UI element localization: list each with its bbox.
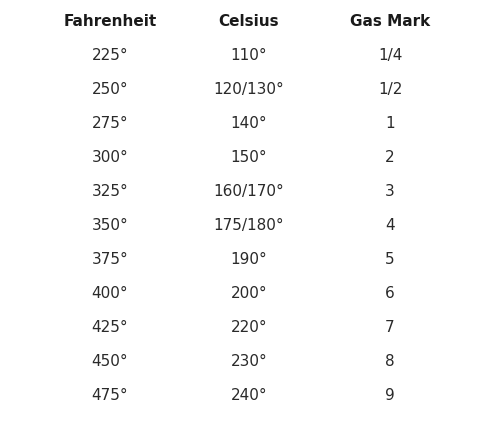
Text: 275°: 275° (92, 116, 128, 131)
Text: Gas Mark: Gas Mark (350, 14, 430, 29)
Text: 1: 1 (385, 116, 395, 131)
Text: 450°: 450° (92, 354, 128, 369)
Text: 1/2: 1/2 (378, 82, 402, 97)
Text: 1/4: 1/4 (378, 48, 402, 63)
Text: 400°: 400° (92, 286, 128, 301)
Text: 120/130°: 120/130° (214, 82, 284, 97)
Text: 3: 3 (385, 184, 395, 199)
Text: 240°: 240° (231, 388, 267, 403)
Text: 425°: 425° (92, 320, 128, 335)
Text: 325°: 325° (92, 184, 128, 199)
Text: 8: 8 (385, 354, 395, 369)
Text: 4: 4 (385, 218, 395, 233)
Text: 160/170°: 160/170° (214, 184, 284, 199)
Text: 225°: 225° (92, 48, 128, 63)
Text: 230°: 230° (231, 354, 267, 369)
Text: 300°: 300° (92, 150, 128, 165)
Text: 150°: 150° (231, 150, 267, 165)
Text: 140°: 140° (231, 116, 267, 131)
Text: Celsius: Celsius (219, 14, 279, 29)
Text: 9: 9 (385, 388, 395, 403)
Text: 6: 6 (385, 286, 395, 301)
Text: 250°: 250° (92, 82, 128, 97)
Text: 5: 5 (385, 252, 395, 267)
Text: 175/180°: 175/180° (214, 218, 284, 233)
Text: 375°: 375° (92, 252, 128, 267)
Text: 350°: 350° (92, 218, 128, 233)
Text: 2: 2 (385, 150, 395, 165)
Text: 7: 7 (385, 320, 395, 335)
Text: 110°: 110° (231, 48, 267, 63)
Text: 220°: 220° (231, 320, 267, 335)
Text: Fahrenheit: Fahrenheit (63, 14, 157, 29)
Text: 200°: 200° (231, 286, 267, 301)
Text: 475°: 475° (92, 388, 128, 403)
Text: 190°: 190° (231, 252, 267, 267)
